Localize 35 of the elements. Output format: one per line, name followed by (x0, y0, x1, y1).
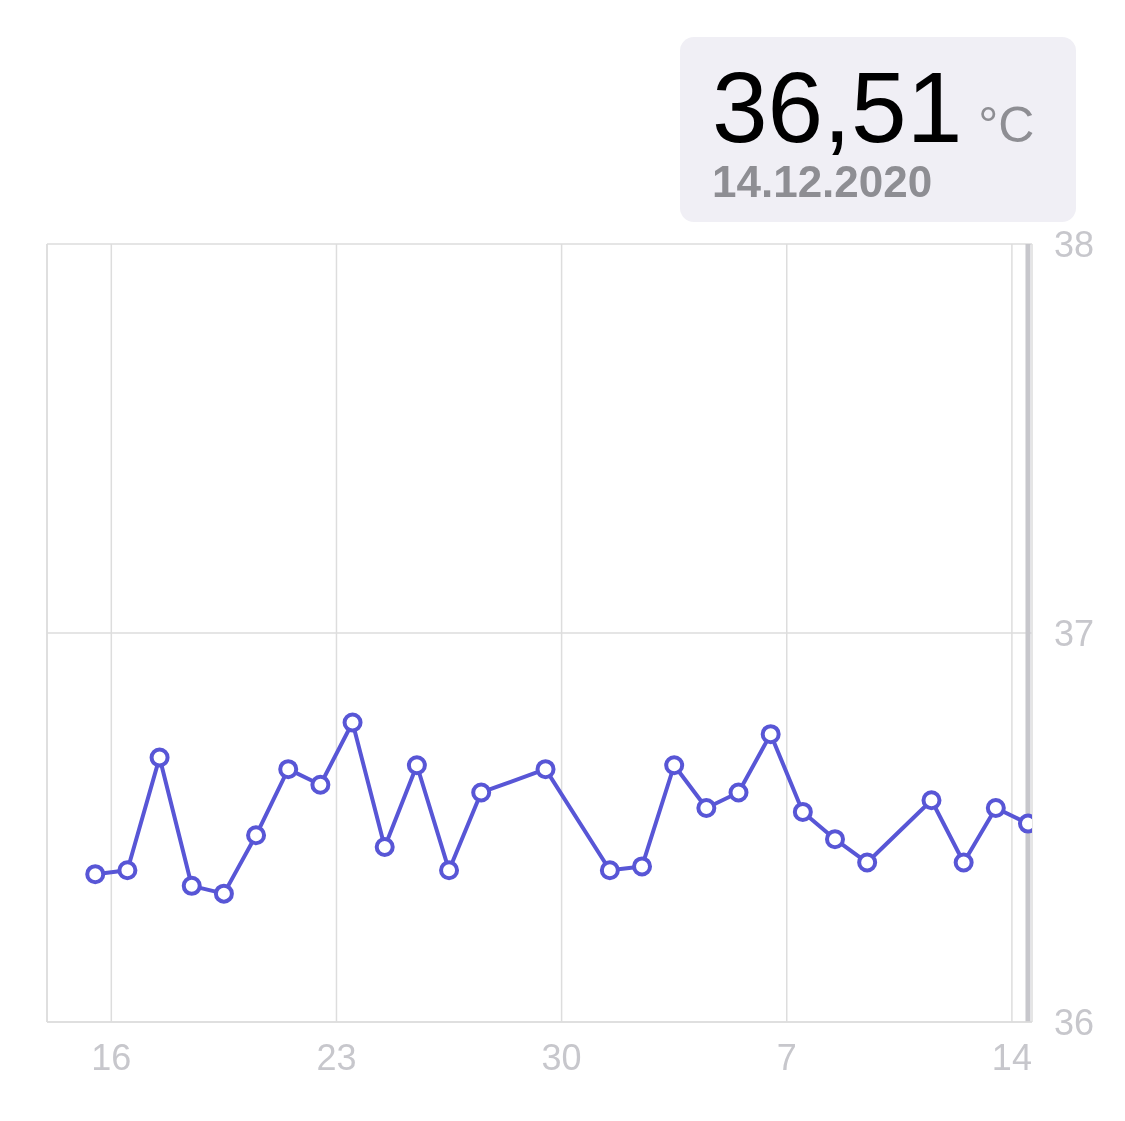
point (310, 774, 331, 795)
y-tick-label: 36 (1054, 1001, 1095, 1043)
y-tick-label: 38 (1054, 223, 1095, 265)
point (921, 790, 942, 811)
y-tick-label: 37 (1054, 612, 1095, 654)
point (213, 883, 234, 904)
point (342, 712, 363, 733)
point (406, 755, 427, 776)
point (985, 798, 1006, 819)
x-tick-label: 30 (541, 1036, 582, 1078)
point (696, 798, 717, 819)
point (149, 747, 170, 768)
point (664, 755, 685, 776)
point (857, 852, 878, 873)
point (632, 856, 653, 877)
point (728, 782, 749, 803)
point (278, 759, 299, 780)
point (760, 724, 781, 745)
point (599, 860, 620, 881)
x-tick-label: 7 (776, 1036, 797, 1078)
point (792, 801, 813, 822)
text: °C (978, 96, 1035, 154)
point (85, 864, 106, 885)
point (117, 860, 138, 881)
point (374, 836, 395, 857)
point (825, 829, 845, 850)
point (535, 759, 556, 780)
point (439, 860, 460, 881)
point (953, 852, 974, 873)
point (181, 875, 202, 896)
point (471, 782, 492, 803)
point (246, 825, 267, 846)
x-tick-label: 23 (316, 1036, 357, 1078)
x-tick-label: 16 (91, 1036, 132, 1078)
x-tick-label: 14 (991, 1036, 1032, 1078)
